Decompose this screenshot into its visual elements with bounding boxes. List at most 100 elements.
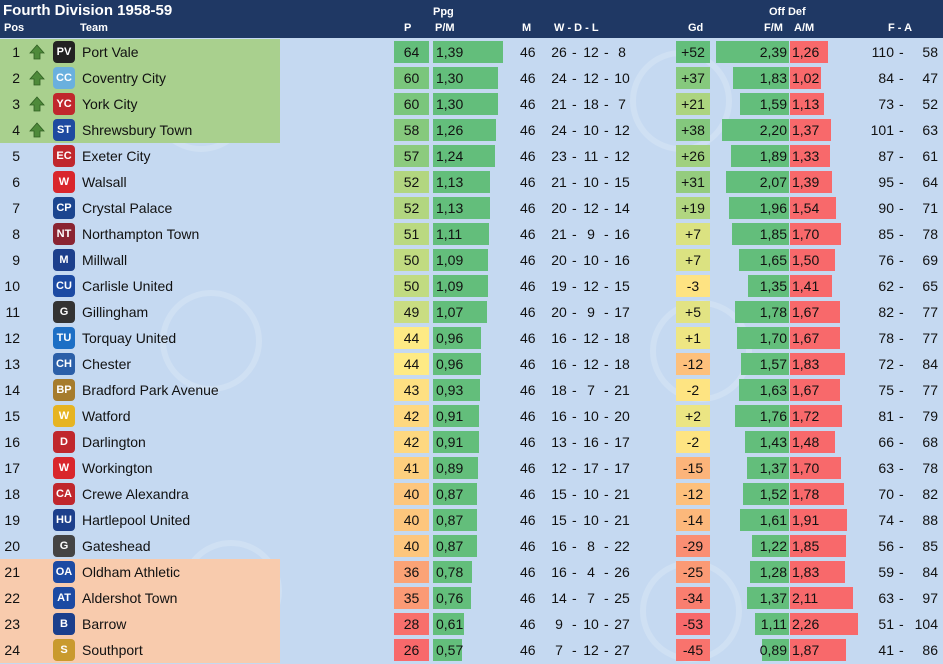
goals-for-per-match-value: 2,07 [759, 174, 787, 190]
promotion-arrow-icon [29, 70, 45, 86]
wdl-separator: - [572, 96, 577, 112]
goals-against-value: 58 [922, 44, 938, 60]
goals-for-per-match-value: 1,63 [759, 382, 787, 398]
points-value: 28 [403, 616, 420, 632]
matches-value: 46 [520, 564, 536, 580]
goal-diff-heat-cell [676, 145, 710, 167]
fa-separator: - [899, 616, 904, 632]
row-position: 6 [12, 174, 20, 190]
goals-against-value: 65 [922, 278, 938, 294]
losses-value: 16 [614, 252, 630, 268]
wdl-separator: - [604, 538, 609, 554]
fa-separator: - [899, 590, 904, 606]
losses-value: 18 [614, 356, 630, 372]
goals-for-value: 90 [878, 200, 894, 216]
goals-for-value: 51 [878, 616, 894, 632]
ppm-bar [433, 41, 503, 63]
goal-diff-value: -2 [686, 382, 700, 398]
club-crest-initials: HU [56, 514, 72, 526]
ppm-value: 0,89 [436, 460, 464, 476]
team-name: Darlington [82, 434, 146, 450]
matches-value: 46 [520, 538, 536, 554]
goals-for-value: 75 [878, 382, 894, 398]
matches-value: 46 [520, 70, 536, 86]
goals-against-per-match-value: 1,48 [792, 434, 820, 450]
goals-against-per-match-value: 1,02 [792, 70, 820, 86]
goals-against-per-match-bar [790, 509, 847, 531]
goals-against-per-match-value: 1,78 [792, 486, 820, 502]
goals-against-per-match-value: 1,26 [792, 44, 820, 60]
matches-value: 46 [520, 122, 536, 138]
wdl-separator: - [572, 226, 577, 242]
losses-value: 7 [618, 96, 626, 112]
goals-against-per-match-value: 1,70 [792, 226, 820, 242]
goal-diff-heat-cell [676, 327, 710, 349]
wdl-separator: - [604, 512, 609, 528]
goals-for-per-match-value: 1,83 [759, 70, 787, 86]
table-row: 6 W Walsall 52 1,13 46 21-10-15 +31 2,07 1,39 95-6… [0, 169, 943, 195]
losses-value: 16 [614, 226, 630, 242]
goals-against-value: 97 [922, 590, 938, 606]
draws-value: 12 [583, 330, 599, 346]
ppm-bar [433, 561, 472, 583]
goal-diff-heat-cell [676, 535, 710, 557]
goal-diff-heat-cell [676, 483, 710, 505]
losses-value: 8 [618, 44, 626, 60]
goal-diff-heat-cell [676, 197, 710, 219]
club-crest-initials: ST [56, 124, 72, 136]
matches-value: 46 [520, 252, 536, 268]
club-crest-icon: M [53, 249, 75, 271]
wdl-separator: - [604, 226, 609, 242]
goals-against-per-match-bar [790, 197, 836, 219]
goal-diff-value: -3 [686, 278, 700, 294]
team-name: Watford [82, 408, 131, 424]
goals-against-per-match-value: 1,54 [792, 200, 820, 216]
goals-against-value: 104 [914, 616, 938, 632]
wdl-separator: - [604, 642, 609, 658]
wdl-separator: - [572, 356, 577, 372]
goals-for-value: 66 [878, 434, 894, 450]
goals-for-per-match-bar [739, 379, 789, 401]
wdl-separator: - [604, 278, 609, 294]
row-position: 16 [4, 434, 20, 450]
losses-value: 12 [614, 148, 630, 164]
wdl-separator: - [604, 122, 609, 138]
ppm-bar [433, 249, 488, 271]
wins-value: 24 [551, 70, 567, 86]
goals-for-per-match-value: 1,78 [759, 304, 787, 320]
goal-diff-heat-cell [676, 379, 710, 401]
goal-diff-value: +52 [681, 44, 705, 60]
table-row: 9 M Millwall 50 1,09 46 20-10-16 +7 1,65 1,50 76-6… [0, 247, 943, 273]
ppm-bar [433, 353, 481, 375]
matches-value: 46 [520, 616, 536, 632]
club-crest-initials: OA [55, 566, 73, 578]
goals-for-per-match-bar [762, 639, 789, 661]
ppm-bar [433, 145, 495, 167]
goals-for-value: 84 [878, 70, 894, 86]
goals-against-per-match-bar [790, 301, 840, 323]
goals-for-per-match-value: 1,85 [759, 226, 787, 242]
table-row: 8 NT Northampton Town 51 1,11 46 21-9-16 +7 1,85… [0, 221, 943, 247]
goal-diff-value: -25 [682, 564, 704, 580]
goals-against-per-match-bar [790, 275, 832, 297]
team-name: Aldershot Town [82, 590, 178, 606]
row-position: 1 [12, 44, 20, 60]
goals-against-per-match-value: 1,85 [792, 538, 820, 554]
goal-diff-value: -15 [682, 460, 704, 476]
table-row: 20 G Gateshead 40 0,87 46 16-8-22 -29 1,22 1,85 56… [0, 533, 943, 559]
row-position: 5 [12, 148, 20, 164]
points-heat-cell [394, 197, 429, 219]
relegation-highlight [0, 637, 280, 663]
goals-against-per-match-bar [790, 353, 845, 375]
wdl-separator: - [572, 174, 577, 190]
goals-against-per-match-value: 1,70 [792, 460, 820, 476]
goal-diff-heat-cell [676, 587, 710, 609]
goals-against-value: 68 [922, 434, 938, 450]
goal-diff-value: +2 [685, 408, 701, 424]
table-row: 18 CA Crewe Alexandra 40 0,87 46 15-10-21 -12 1,… [0, 481, 943, 507]
wdl-separator: - [604, 44, 609, 60]
goals-against-value: 69 [922, 252, 938, 268]
goal-diff-heat-cell [676, 223, 710, 245]
points-value: 44 [403, 330, 420, 346]
relegation-highlight [0, 611, 280, 637]
